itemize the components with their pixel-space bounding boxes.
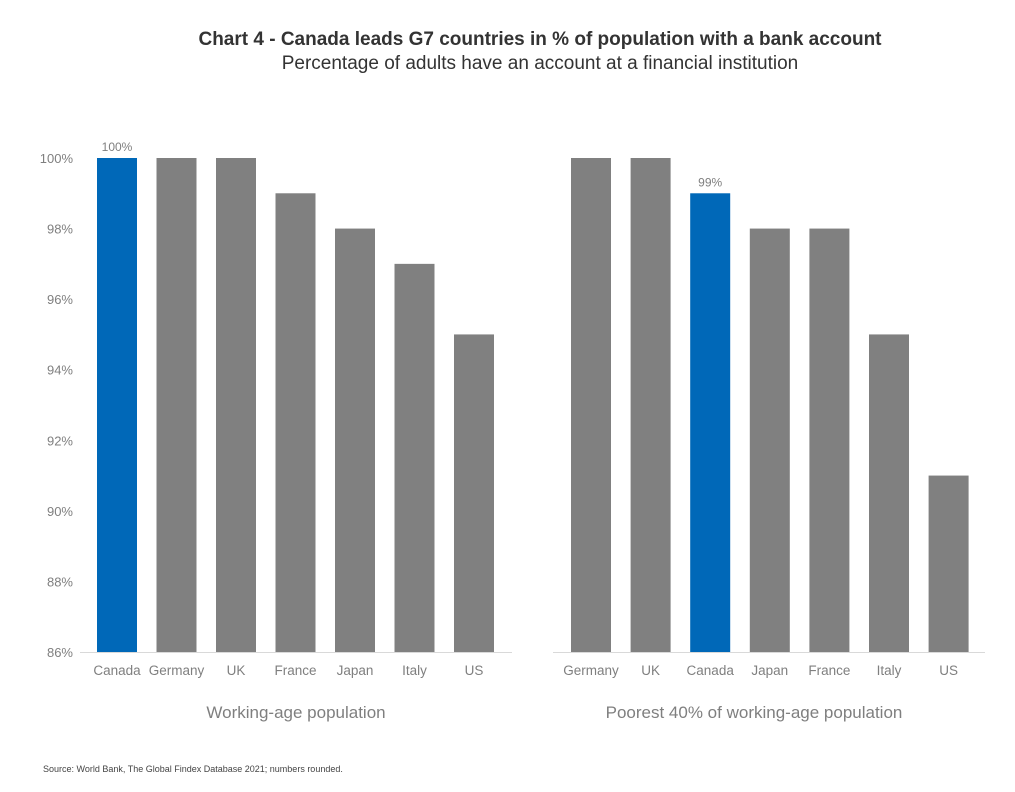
bar-japan [749, 228, 790, 653]
bar-us [928, 475, 969, 652]
bar-germany [571, 158, 611, 652]
x-tick-label: US [465, 663, 484, 678]
bar-france [809, 228, 850, 653]
bar-uk [216, 158, 256, 652]
x-tick-label: UK [641, 663, 660, 678]
bar-japan [335, 228, 375, 653]
source-note: Source: World Bank, The Global Findex Da… [43, 764, 343, 774]
y-tick-label: 86% [47, 645, 73, 660]
group-label: Poorest 40% of working-age population [606, 703, 903, 722]
bar-canada [97, 158, 137, 652]
data-label: 100% [102, 140, 133, 154]
x-tick-label: UK [227, 663, 246, 678]
x-tick-label: Germany [563, 663, 619, 678]
y-tick-label: 100% [40, 151, 74, 166]
bar-italy [869, 334, 909, 652]
bar-uk [630, 158, 671, 652]
bar-italy [394, 263, 435, 652]
bar-canada [690, 193, 731, 653]
y-tick-label: 88% [47, 574, 73, 589]
x-tick-label: Canada [687, 663, 735, 678]
bar-france [275, 193, 316, 653]
x-tick-label: France [808, 663, 850, 678]
x-tick-label: Germany [149, 663, 205, 678]
bar-us [454, 334, 494, 652]
chart-title: Chart 4 - Canada leads G7 countries in %… [198, 29, 882, 50]
y-tick-label: 90% [47, 504, 73, 519]
x-tick-label: Japan [337, 663, 374, 678]
x-tick-label: US [939, 663, 958, 678]
x-tick-label: Italy [877, 663, 902, 678]
y-tick-label: 96% [47, 292, 73, 307]
x-tick-label: Japan [751, 663, 788, 678]
y-tick-label: 92% [47, 433, 73, 448]
x-tick-label: Italy [402, 663, 427, 678]
data-label: 99% [698, 175, 722, 189]
x-tick-label: Canada [93, 663, 141, 678]
bar-germany [156, 158, 197, 652]
x-tick-label: France [274, 663, 316, 678]
chart-subtitle: Percentage of adults have an account at … [281, 53, 799, 74]
y-tick-label: 94% [47, 363, 73, 378]
group-label: Working-age population [206, 703, 385, 722]
y-tick-label: 98% [47, 222, 73, 237]
